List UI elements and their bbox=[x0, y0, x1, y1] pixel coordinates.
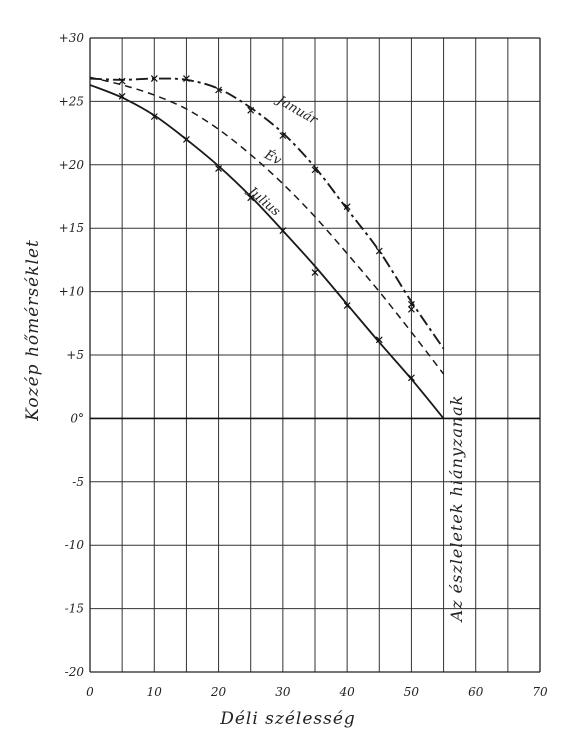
x-tick-label: 0 bbox=[86, 685, 94, 699]
series-line-januar bbox=[89, 77, 445, 350]
missing-observations-annotation: Az észleletek hiányzanak bbox=[447, 395, 466, 624]
data-point-marker bbox=[375, 336, 383, 344]
data-point-marker bbox=[408, 305, 415, 313]
data-point-marker bbox=[311, 269, 319, 277]
y-tick-label: +20 bbox=[59, 158, 85, 172]
data-point-marker bbox=[408, 374, 415, 382]
data-point-marker bbox=[215, 86, 222, 94]
x-tick-label: 20 bbox=[210, 685, 227, 699]
y-tick-label: -10 bbox=[65, 538, 85, 552]
series-label-januar: Január bbox=[272, 92, 321, 129]
x-tick-labels: 0 10 20 30 40 50 60 70 bbox=[86, 685, 548, 699]
y-tick-label: +30 bbox=[59, 31, 85, 45]
x-tick-label: 30 bbox=[275, 685, 291, 699]
data-point-marker bbox=[183, 136, 190, 143]
series-label-julius: Julius bbox=[243, 182, 283, 219]
data-markers bbox=[118, 75, 415, 382]
data-point-marker bbox=[247, 194, 255, 202]
data-point-marker bbox=[118, 77, 126, 85]
y-tick-label: +25 bbox=[59, 94, 84, 108]
y-tick-label: 0° bbox=[70, 411, 84, 425]
y-tick-label: -15 bbox=[65, 602, 84, 616]
data-point-marker bbox=[408, 300, 415, 308]
data-point-marker bbox=[150, 75, 158, 83]
x-axis-label: Déli szélesség bbox=[219, 709, 356, 729]
data-point-marker bbox=[150, 113, 158, 121]
data-point-marker bbox=[375, 247, 383, 255]
data-point-marker bbox=[215, 165, 222, 173]
x-tick-label: 50 bbox=[404, 685, 420, 699]
series-line-julius bbox=[89, 84, 445, 419]
y-tick-label: +15 bbox=[59, 221, 84, 235]
data-point-marker bbox=[343, 203, 351, 211]
x-tick-label: 40 bbox=[339, 685, 356, 699]
data-point-marker bbox=[311, 166, 319, 174]
data-point-marker bbox=[247, 106, 255, 114]
y-tick-label: +10 bbox=[59, 285, 85, 299]
x-tick-label: 60 bbox=[468, 685, 484, 699]
data-point-marker bbox=[279, 132, 287, 140]
y-tick-label: -20 bbox=[65, 665, 85, 679]
x-tick-label: 10 bbox=[147, 685, 163, 699]
x-tick-label: 70 bbox=[532, 685, 548, 699]
y-tick-labels: +30 +25 +20 +15 +10 +5 0° -5 -10 -15 -20 bbox=[59, 31, 85, 679]
series-lines bbox=[89, 76, 445, 419]
y-tick-label: +5 bbox=[66, 348, 84, 362]
data-point-marker bbox=[279, 227, 287, 235]
data-point-marker bbox=[183, 75, 190, 83]
series-label-ev: Év bbox=[261, 146, 285, 169]
data-point-marker bbox=[343, 302, 351, 309]
series-line-ev bbox=[89, 76, 445, 375]
grid bbox=[89, 37, 541, 673]
y-tick-label: -5 bbox=[72, 475, 84, 489]
y-axis-label: Kozép hőmérséklet bbox=[23, 239, 43, 422]
data-point-marker bbox=[118, 92, 126, 100]
